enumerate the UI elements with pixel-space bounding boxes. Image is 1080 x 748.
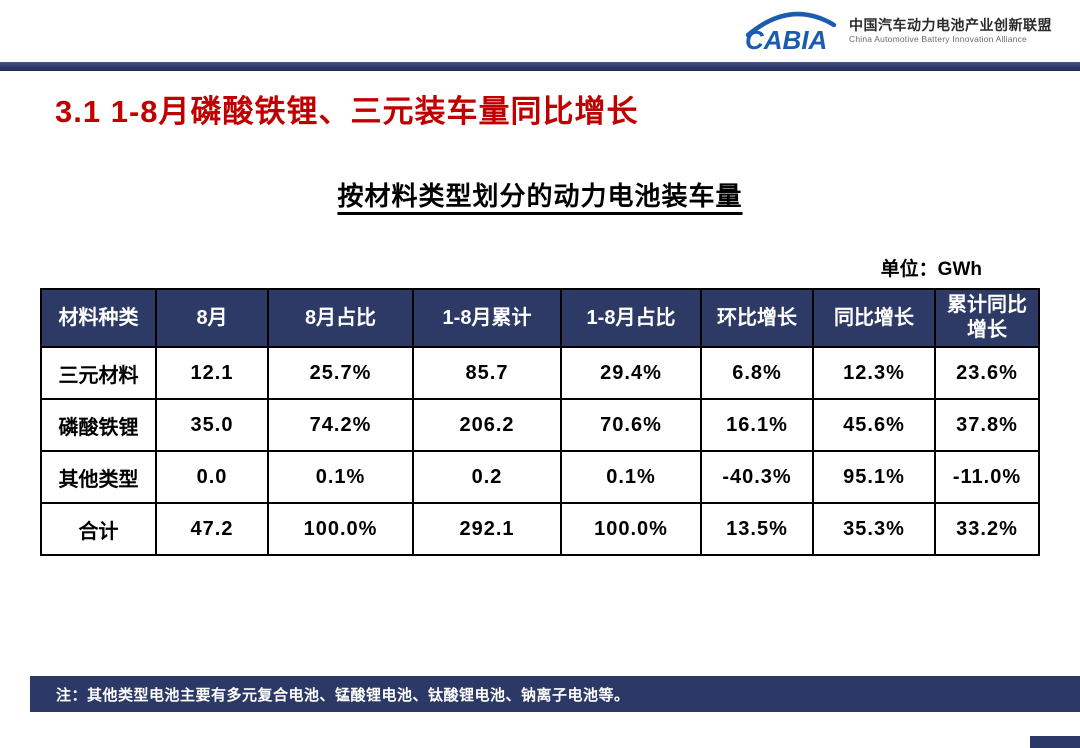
org-name-en: China Automotive Battery Innovation Alli… [849, 34, 1027, 45]
org-names: 中国汽车动力电池产业创新联盟 China Automotive Battery … [849, 17, 1052, 45]
cabia-logo-icon: CABIA [745, 11, 837, 54]
table-cell: 100.0% [267, 502, 414, 556]
table-cell: 23.6% [934, 346, 1040, 400]
table-cell: 33.2% [934, 502, 1040, 556]
row-label: 其他类型 [40, 450, 157, 504]
table-subtitle: 按材料类型划分的动力电池装车量 [337, 181, 743, 211]
col-header-aug-share: 8月占比 [267, 288, 414, 348]
col-header-ytd: 1-8月累计 [412, 288, 562, 348]
unit-label: 单位：GWh [880, 259, 982, 280]
org-name-cn: 中国汽车动力电池产业创新联盟 [849, 16, 1052, 33]
table-header-row: 材料种类 8月 8月占比 1-8月累计 1-8月占比 环比增长 同比增长 累计同… [40, 288, 1040, 348]
table-cell: 100.0% [560, 502, 702, 556]
top-header: CABIA 中国汽车动力电池产业创新联盟 China Automotive Ba… [0, 0, 1080, 62]
table-cell: 95.1% [812, 450, 936, 504]
col-header-yoy-growth: 同比增长 [812, 288, 936, 348]
table-cell: 206.2 [412, 398, 562, 452]
table-row: 三元材料 12.1 25.7% 85.7 29.4% 6.8% 12.3% 23… [40, 346, 1040, 400]
table-cell: 74.2% [267, 398, 414, 452]
logo-text: CABIA [745, 25, 827, 54]
table-cell: 35.0 [155, 398, 269, 452]
table-cell: 0.0 [155, 450, 269, 504]
col-header-mom-growth: 环比增长 [700, 288, 814, 348]
table-cell: -40.3% [700, 450, 814, 504]
table-cell: 45.6% [812, 398, 936, 452]
table-row: 磷酸铁锂 35.0 74.2% 206.2 70.6% 16.1% 45.6% … [40, 398, 1040, 452]
table-cell: 29.4% [560, 346, 702, 400]
page-title: 3.1 1-8月磷酸铁锂、三元装车量同比增长 [55, 94, 639, 129]
table-cell: 85.7 [412, 346, 562, 400]
table-cell: 0.1% [267, 450, 414, 504]
table-cell: 35.3% [812, 502, 936, 556]
table-cell: 292.1 [412, 502, 562, 556]
table-row: 其他类型 0.0 0.1% 0.2 0.1% -40.3% 95.1% -11.… [40, 450, 1040, 504]
table-cell: 0.1% [560, 450, 702, 504]
footnote-bar: 注：其他类型电池主要有多元复合电池、锰酸锂电池、钛酸锂电池、钠离子电池等。 [30, 676, 1080, 712]
col-header-aug: 8月 [155, 288, 269, 348]
corner-decoration [1030, 736, 1080, 748]
col-header-cum-yoy-growth: 累计同比增长 [934, 288, 1040, 348]
battery-install-table: 材料种类 8月 8月占比 1-8月累计 1-8月占比 环比增长 同比增长 累计同… [40, 288, 1040, 556]
table-cell: 70.6% [560, 398, 702, 452]
cabia-logo: CABIA 中国汽车动力电池产业创新联盟 China Automotive Ba… [743, 8, 1052, 54]
row-label: 合计 [40, 502, 157, 556]
table-cell: 12.3% [812, 346, 936, 400]
row-label: 三元材料 [40, 346, 157, 400]
table-cell: -11.0% [934, 450, 1040, 504]
table-cell: 0.2 [412, 450, 562, 504]
header-divider [0, 62, 1080, 71]
footnote-text: 注：其他类型电池主要有多元复合电池、锰酸锂电池、钛酸锂电池、钠离子电池等。 [56, 686, 630, 704]
table-cell: 16.1% [700, 398, 814, 452]
table-cell: 6.8% [700, 346, 814, 400]
table-cell: 25.7% [267, 346, 414, 400]
col-header-material: 材料种类 [40, 288, 157, 348]
col-header-ytd-share: 1-8月占比 [560, 288, 702, 348]
table-cell: 12.1 [155, 346, 269, 400]
table-cell: 13.5% [700, 502, 814, 556]
table-cell: 47.2 [155, 502, 269, 556]
table-row: 合计 47.2 100.0% 292.1 100.0% 13.5% 35.3% … [40, 502, 1040, 556]
table-cell: 37.8% [934, 398, 1040, 452]
row-label: 磷酸铁锂 [40, 398, 157, 452]
